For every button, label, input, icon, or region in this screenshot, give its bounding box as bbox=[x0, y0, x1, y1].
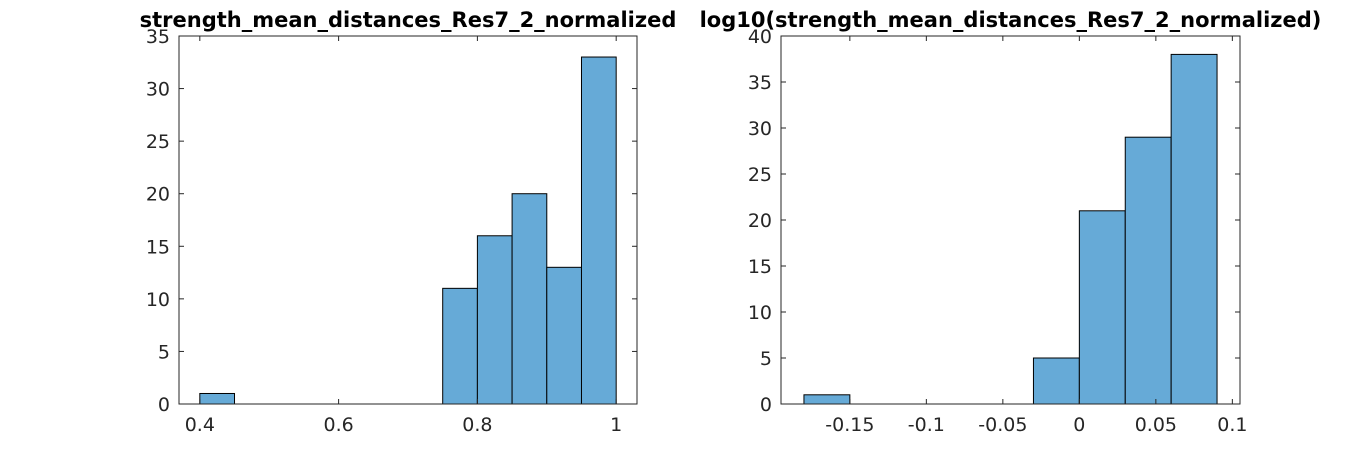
chart-right-bar bbox=[1032, 357, 1080, 405]
chart-left-title: strength_mean_distances_Res7_2_normalize… bbox=[140, 8, 677, 32]
y-tick-label: 30 bbox=[748, 118, 772, 140]
chart-left-bar bbox=[476, 235, 513, 405]
x-tick-label: 0.4 bbox=[185, 414, 215, 436]
y-tick-label: 40 bbox=[748, 26, 772, 48]
y-tick-label: 5 bbox=[158, 341, 170, 363]
chart-left-bar bbox=[442, 287, 478, 405]
x-tick-label: 0.6 bbox=[323, 414, 353, 436]
x-tick-label: -0.05 bbox=[978, 414, 1027, 436]
chart-left-bar bbox=[511, 193, 548, 405]
chart-right-title: log10(strength_mean_distances_Res7_2_nor… bbox=[700, 8, 1322, 32]
chart-right-bar bbox=[1170, 53, 1218, 405]
chart-right-bar bbox=[1124, 136, 1172, 405]
chart-left-axes bbox=[178, 35, 638, 405]
x-tick-label: 0.05 bbox=[1135, 414, 1177, 436]
x-tick-label: 0.1 bbox=[1217, 414, 1247, 436]
chart-right-ticks: -0.15 -0.1 -0.05 0 0.05 0.1 0 5 10 15 20 25 30 35 40 bbox=[748, 26, 1248, 436]
x-tick-label: -0.15 bbox=[825, 414, 874, 436]
y-tick-label: 0 bbox=[760, 394, 772, 416]
y-tick-label: 25 bbox=[146, 131, 170, 153]
chart-right-bars bbox=[803, 53, 1218, 405]
y-tick-label: 5 bbox=[760, 348, 772, 370]
y-tick-label: 10 bbox=[146, 289, 170, 311]
x-tick-label: -0.1 bbox=[908, 414, 945, 436]
y-tick-label: 35 bbox=[146, 26, 170, 48]
y-tick-label: 30 bbox=[146, 79, 170, 101]
y-tick-label: 20 bbox=[146, 184, 170, 206]
y-tick-label: 35 bbox=[748, 72, 772, 94]
chart-right-bar bbox=[803, 394, 851, 405]
chart-left-bar bbox=[199, 392, 236, 405]
chart-left-bars bbox=[199, 56, 617, 405]
y-tick-label: 15 bbox=[748, 256, 772, 278]
chart-left-bar bbox=[580, 56, 617, 405]
chart-right: -0.15 -0.1 -0.05 0 0.05 0.1 0 5 10 15 20 25 30 35 40 l… bbox=[700, 8, 1322, 436]
x-tick-label: 0 bbox=[1073, 414, 1085, 436]
y-tick-label: 20 bbox=[748, 210, 772, 232]
chart-right-bar bbox=[1078, 210, 1126, 405]
y-tick-label: 25 bbox=[748, 164, 772, 186]
x-tick-label: 0.8 bbox=[462, 414, 492, 436]
y-tick-label: 10 bbox=[748, 302, 772, 324]
y-tick-label: 0 bbox=[158, 394, 170, 416]
y-tick-label: 15 bbox=[146, 236, 170, 258]
chart-left-bar bbox=[546, 266, 582, 405]
x-tick-label: 1 bbox=[610, 414, 622, 436]
